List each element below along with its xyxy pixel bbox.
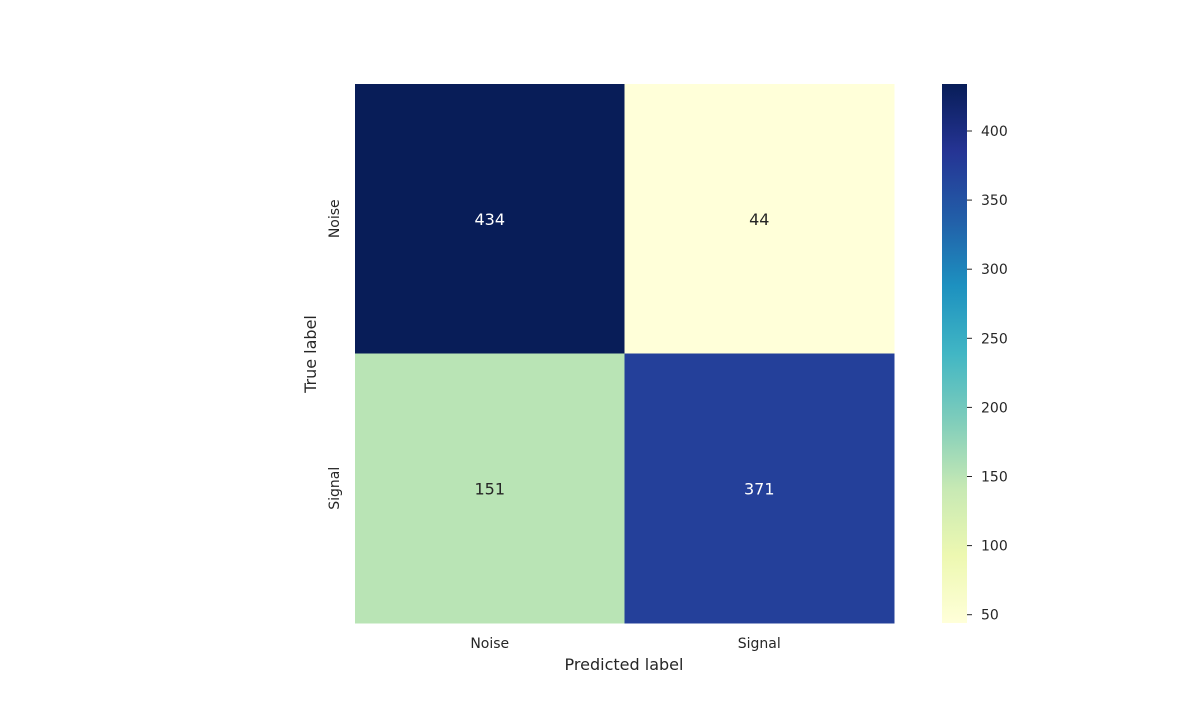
colorbar-tick-label: 50 [981, 608, 999, 624]
colorbar-tick-label: 250 [981, 331, 1008, 347]
y-axis-label: True label [301, 315, 320, 394]
cell-value-label: 44 [749, 210, 769, 229]
heatmap-cell [624, 353, 895, 624]
heatmap-cell [355, 353, 625, 624]
colorbar-tick-label: 400 [981, 124, 1008, 140]
colorbar-ticks: 50 100 150 200 250 300 350 400 [967, 124, 1008, 624]
y-tick-labels: Noise Signal [327, 199, 343, 509]
colorbar-tick-label: 100 [981, 539, 1008, 555]
cell-value-label: 151 [474, 479, 505, 498]
heatmap-cell [355, 84, 625, 354]
colorbar-tick-label: 150 [981, 470, 1008, 486]
y-tick-label: Noise [327, 199, 343, 238]
cell-value-label: 371 [744, 479, 775, 498]
colorbar-tick-label: 300 [981, 262, 1008, 278]
colorbar [942, 84, 967, 623]
x-axis-label: Predicted label [565, 655, 684, 674]
x-tick-labels: Noise Signal [470, 636, 780, 652]
heatmap-cells [355, 84, 895, 624]
cell-value-label: 434 [474, 210, 505, 229]
heatmap-cell [624, 84, 895, 354]
x-tick-label: Noise [470, 636, 509, 652]
colorbar-tick-label: 200 [981, 400, 1008, 416]
heatmap-annotations: 434 44 151 371 [474, 210, 774, 499]
x-tick-label: Signal [738, 636, 781, 652]
y-tick-label: Signal [327, 467, 343, 510]
colorbar-tick-label: 350 [981, 193, 1008, 209]
